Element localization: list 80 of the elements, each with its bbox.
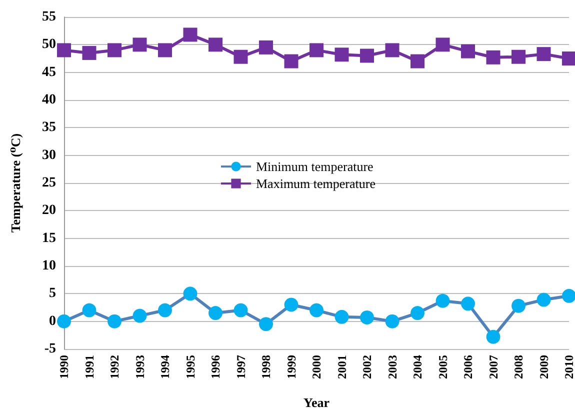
point	[436, 38, 450, 52]
point	[536, 292, 551, 307]
point	[57, 314, 71, 328]
point	[284, 54, 298, 68]
point	[234, 50, 248, 64]
x-tick-label: 2006	[461, 355, 475, 379]
x-tick-label: 2004	[410, 355, 424, 379]
point	[436, 294, 450, 308]
point	[183, 28, 198, 42]
point	[562, 52, 575, 66]
y-tick-label: 25	[42, 176, 56, 190]
point	[57, 43, 71, 58]
x-tick-label: 1994	[158, 355, 172, 379]
x-tick-label: 2007	[486, 355, 500, 379]
point	[234, 303, 248, 318]
y-tick-label: 0	[49, 314, 56, 329]
x-tick-label: 1993	[132, 355, 147, 379]
x-axis-title: Year	[304, 395, 330, 410]
x-tick-label: 1999	[284, 355, 298, 379]
x-tick-label: 2005	[436, 355, 450, 379]
point	[208, 306, 222, 320]
point	[183, 286, 198, 301]
point	[158, 43, 172, 58]
point	[82, 303, 96, 318]
y-tick-label: 15	[42, 230, 56, 246]
point	[410, 54, 424, 68]
y-tick-label: 5	[49, 286, 56, 302]
y-tick-label: 55	[42, 10, 56, 24]
point	[82, 46, 96, 60]
point	[259, 40, 273, 54]
y-tick-label: 10	[42, 258, 56, 274]
point	[158, 303, 172, 318]
legend-label: Maximum temperature	[256, 176, 376, 191]
legend-label: Minimum temperature	[256, 159, 374, 174]
x-tick-label: 1992	[108, 355, 122, 379]
point	[512, 50, 526, 64]
point	[259, 317, 273, 332]
x-tick-label: 2009	[536, 355, 551, 379]
x-tick-label: 1996	[208, 355, 222, 379]
x-tick-label: 1995	[183, 355, 198, 379]
point	[310, 43, 324, 58]
point	[461, 296, 475, 311]
point	[208, 38, 222, 52]
point	[385, 314, 400, 328]
point	[562, 288, 575, 303]
point	[334, 310, 349, 324]
point	[132, 308, 147, 323]
y-tick-label: 45	[42, 64, 56, 80]
x-tick-label: 1998	[259, 355, 273, 379]
x-tick-label: 2000	[310, 355, 324, 379]
x-tick-label: 2001	[334, 355, 349, 379]
point	[334, 48, 349, 62]
x-tick-label: 2002	[360, 355, 374, 379]
y-tick-label: 20	[42, 203, 56, 218]
x-tick-label: 1991	[82, 355, 96, 379]
point	[410, 306, 424, 320]
y-tick-label: -5	[44, 342, 56, 356]
point	[310, 303, 324, 318]
point	[360, 48, 374, 63]
point	[486, 330, 500, 344]
x-tick-label: 2010	[562, 355, 575, 379]
y-tick-label: 35	[42, 120, 56, 136]
point	[486, 50, 500, 64]
point	[108, 314, 122, 328]
point	[108, 43, 122, 58]
y-tick-label: 40	[42, 92, 56, 108]
point	[132, 38, 147, 52]
x-tick-label: 2003	[385, 355, 400, 379]
point	[385, 43, 400, 58]
y-tick-label: 30	[42, 148, 56, 163]
x-tick-label: 1990	[57, 355, 71, 379]
y-tick-label: 50	[42, 37, 56, 52]
point	[512, 298, 526, 313]
y-axis-title: Temperature (⁰C)	[8, 133, 23, 233]
point	[536, 47, 551, 62]
point	[360, 310, 374, 324]
x-tick-label: 2008	[512, 355, 526, 379]
x-tick-label: 1997	[234, 355, 248, 379]
point	[284, 298, 298, 312]
point	[461, 44, 475, 58]
